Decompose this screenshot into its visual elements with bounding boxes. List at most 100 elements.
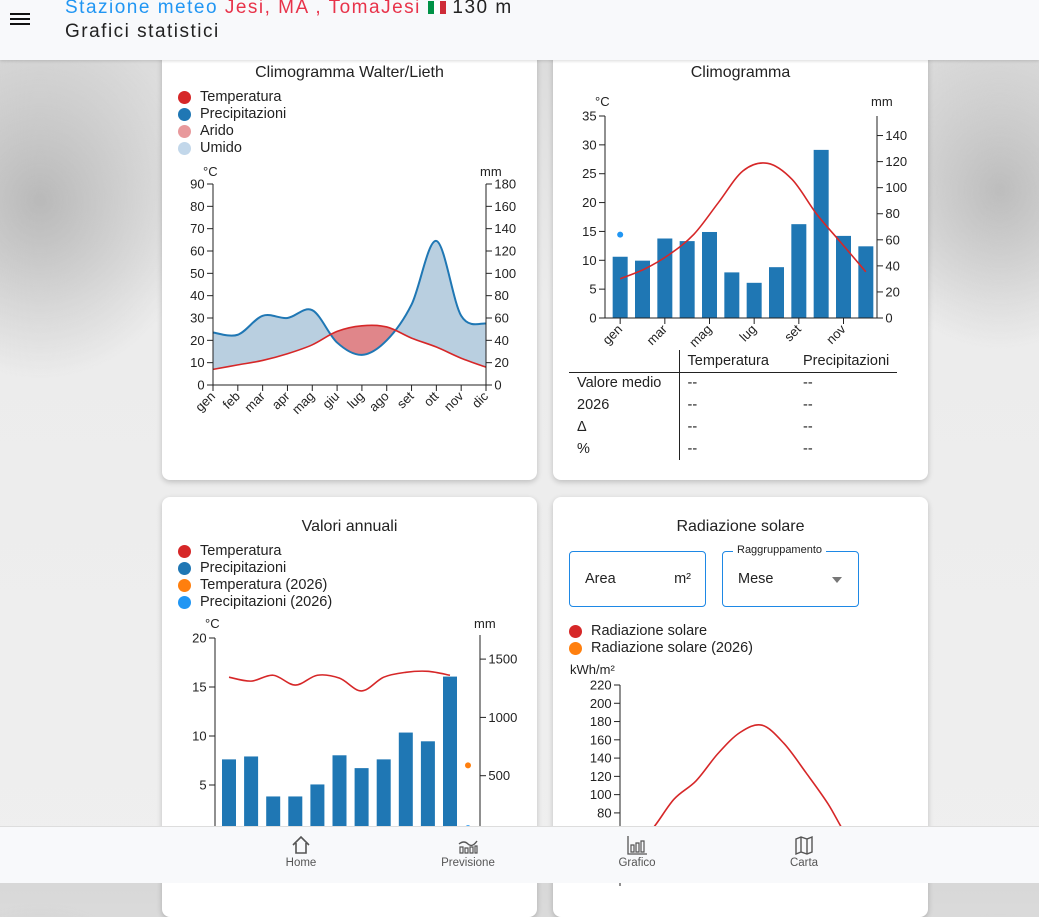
x-tick-label: lug xyxy=(736,322,759,345)
tick-label: 0 xyxy=(197,378,204,393)
axis-unit: mm xyxy=(480,164,502,179)
precipitation-bar xyxy=(702,231,717,318)
tick-label: 60 xyxy=(494,311,508,326)
precipitation-bar xyxy=(679,241,695,318)
legend-label: Temperatura (2026) xyxy=(200,577,328,593)
nav-home[interactable]: Home xyxy=(256,835,346,869)
x-tick-label: apr xyxy=(269,388,293,412)
table-row: 2026 -- -- xyxy=(569,394,897,416)
tick-label: 30 xyxy=(582,137,596,152)
table-cell: -- xyxy=(803,397,813,413)
x-tick-label: lug xyxy=(344,389,367,412)
legend-item[interactable]: Precipitazioni (2026) xyxy=(178,594,332,611)
table-cell: 2026 xyxy=(569,394,680,416)
axis-unit: mm xyxy=(474,616,496,631)
tick-label: 25 xyxy=(582,166,596,181)
legend-item[interactable]: Radiazione solare (2026) xyxy=(569,640,753,657)
station-title: Stazione meteo Jesi, MA , TomaJesi 130 m xyxy=(65,0,513,19)
card-title: Climogramma xyxy=(690,64,791,81)
legend-item[interactable]: Arido xyxy=(178,123,286,140)
table-cell: -- xyxy=(803,441,813,457)
walter-lieth-card: Climogramma Walter/Lieth Temperatura Pre… xyxy=(162,52,537,480)
legend-item[interactable]: Precipitazioni xyxy=(178,560,332,577)
legend-item[interactable]: Temperatura (2026) xyxy=(178,577,332,594)
tick-label: 140 xyxy=(494,221,516,236)
tick-label: 120 xyxy=(885,154,907,169)
grouping-value: Mese xyxy=(738,571,774,587)
climogram-card: Climogramma 0 5 10 15 20 25 30 35 °C 0 20 40 60 80 100… xyxy=(553,52,928,480)
tick-label: 100 xyxy=(494,266,516,281)
legend-item[interactable]: Precipitazioni xyxy=(178,106,286,123)
tick-label: 100 xyxy=(590,787,612,802)
x-tick-label: set xyxy=(394,388,417,411)
nav-chart[interactable]: Grafico xyxy=(592,835,682,869)
legend-dot-icon xyxy=(178,562,191,575)
tick-label: 80 xyxy=(190,199,204,214)
x-tick-label: gen xyxy=(192,389,218,415)
table-header xyxy=(569,350,680,373)
temperature-line xyxy=(228,670,451,692)
precipitation-bar xyxy=(288,796,303,834)
tick-label: 1000 xyxy=(488,710,517,725)
legend-dot-icon xyxy=(178,579,191,592)
tick-label: 120 xyxy=(590,769,612,784)
forecast-icon xyxy=(458,840,478,854)
table-cell: -- xyxy=(687,419,698,435)
legend-label: Radiazione solare (2026) xyxy=(591,640,754,656)
dropdown-caret-icon xyxy=(832,577,842,588)
grouping-select[interactable]: Raggruppamento Mese xyxy=(722,544,859,607)
tick-label: 5 xyxy=(589,282,596,297)
table-header-row: Temperatura Precipitazioni xyxy=(569,350,898,373)
tick-label: 160 xyxy=(590,732,612,747)
tick-label: 10 xyxy=(192,729,206,744)
tick-label: 1500 xyxy=(488,652,517,667)
legend-item[interactable]: Radiazione solare xyxy=(569,623,753,640)
axis-unit: °C xyxy=(203,164,218,179)
legend-dot-icon xyxy=(178,108,191,121)
precipitation-bar xyxy=(612,256,628,318)
axis-unit: kWh/m² xyxy=(570,662,615,677)
legend-label: Precipitazioni xyxy=(200,106,287,122)
walter-lieth-chart: 0 10 20 30 40 50 60 70 80 90°C 0 20 40 60 80 100 120 140 1… xyxy=(190,164,516,417)
tick-label: 40 xyxy=(885,258,899,273)
legend-item[interactable]: Umido xyxy=(178,140,286,157)
tick-label: 40 xyxy=(190,288,204,303)
x-tick-label: set xyxy=(781,321,804,344)
precipitation-bar xyxy=(310,784,325,834)
tick-label: 160 xyxy=(494,199,516,214)
table-cell: -- xyxy=(687,441,698,457)
axis-unit: °C xyxy=(205,616,220,631)
legend-item[interactable]: Temperatura xyxy=(178,89,286,106)
chart-icon xyxy=(627,836,647,855)
precipitation-bar xyxy=(724,272,740,318)
table-cell: -- xyxy=(687,375,698,392)
map-icon xyxy=(795,835,813,856)
annual-values-chart: 5 10 15 20°C 500 1000 1500 mm xyxy=(192,616,517,834)
tick-label: 20 xyxy=(582,195,596,210)
precipitation-bar xyxy=(443,676,457,834)
tick-label: 35 xyxy=(582,109,596,124)
grouping-label: Raggruppamento xyxy=(733,544,827,556)
x-tick-label: nov xyxy=(823,321,849,347)
nav-map[interactable]: Carta xyxy=(759,835,849,869)
tick-label: 0 xyxy=(589,311,596,326)
precipitation-bar xyxy=(858,246,874,318)
axis-unit: mm xyxy=(871,94,893,109)
nav-forecast[interactable]: Previsione xyxy=(423,835,513,869)
legend-item[interactable]: Temperatura xyxy=(178,543,332,560)
menu-icon[interactable] xyxy=(10,11,30,27)
tick-label: 100 xyxy=(885,180,907,195)
tick-label: 15 xyxy=(192,680,206,695)
card-title: Valori annuali xyxy=(301,518,398,535)
temperature-line xyxy=(212,324,487,371)
legend-dot-icon xyxy=(178,91,191,104)
tick-label: 5 xyxy=(199,778,206,793)
station-location[interactable]: Jesi, MA , TomaJesi xyxy=(224,0,421,18)
card-title: Climogramma Walter/Lieth xyxy=(255,64,444,81)
x-tick-label: dic xyxy=(469,388,492,411)
tick-label: 0 xyxy=(494,378,501,393)
area-input[interactable]: Area m² xyxy=(569,551,706,607)
tick-label: 80 xyxy=(494,288,508,303)
tick-label: 70 xyxy=(190,221,204,236)
